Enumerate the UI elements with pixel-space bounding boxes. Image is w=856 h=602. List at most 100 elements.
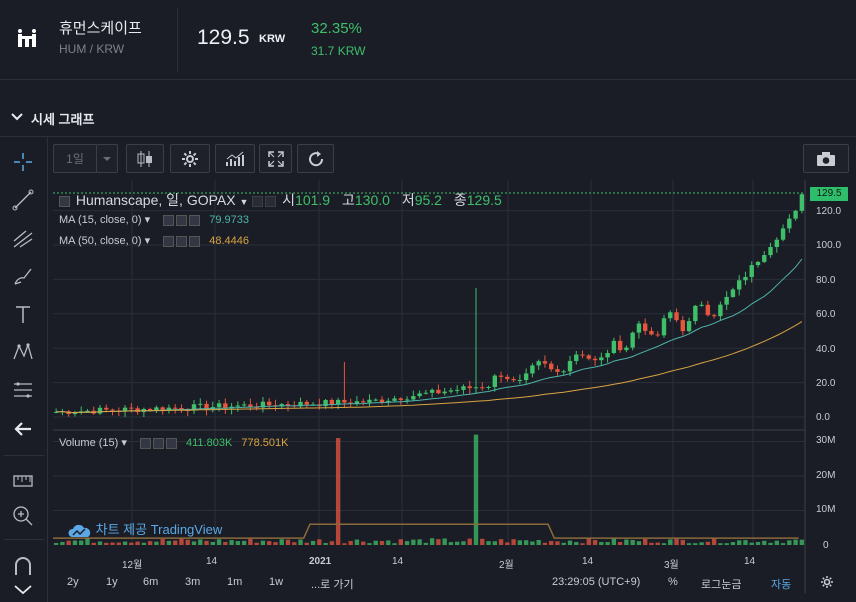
- crosshair-icon[interactable]: [8, 147, 38, 177]
- gear-small-icon[interactable]: [176, 235, 188, 247]
- chart-type-button[interactable]: [126, 144, 164, 173]
- time-axis-label: 12월: [122, 560, 143, 571]
- eye-icon[interactable]: [163, 214, 175, 226]
- candle-body: [768, 247, 773, 256]
- ma50-value: 48.4446: [209, 235, 250, 247]
- volume-bar: [60, 541, 65, 545]
- snapshot-button[interactable]: [803, 144, 849, 173]
- volume-bar: [605, 542, 610, 545]
- candle-body: [636, 323, 642, 333]
- pitchfork-icon[interactable]: [8, 223, 38, 253]
- measure-icon[interactable]: [8, 464, 38, 494]
- section-title[interactable]: 시세 그래프: [31, 112, 95, 127]
- candle-body: [624, 347, 629, 351]
- indicators-button[interactable]: [215, 144, 255, 173]
- volume-label[interactable]: Volume (15): [59, 437, 119, 449]
- close-icon[interactable]: [189, 235, 201, 247]
- candle-body: [404, 399, 410, 401]
- chevron-down-icon[interactable]: [8, 575, 38, 602]
- candle-body: [329, 400, 335, 405]
- volume-bar: [599, 541, 604, 545]
- pattern-icon[interactable]: [8, 337, 38, 367]
- volume-bar: [480, 538, 485, 545]
- volume-bar: [66, 540, 71, 545]
- fullscreen-button[interactable]: [259, 144, 292, 173]
- fullscreen-icon: [267, 150, 284, 167]
- trend-line-icon[interactable]: [8, 185, 38, 215]
- candle-body: [429, 389, 435, 393]
- caret-down-icon: [103, 156, 111, 161]
- candle-body: [267, 401, 272, 406]
- fib-levels-icon[interactable]: [8, 375, 38, 405]
- volume-bar: [248, 538, 253, 545]
- range-1w[interactable]: 1w: [269, 576, 284, 588]
- candle-body: [417, 393, 422, 397]
- close-icon[interactable]: [189, 214, 201, 226]
- text-icon[interactable]: [8, 299, 38, 329]
- volume-bar: [110, 542, 115, 545]
- volume-bars: [53, 434, 805, 545]
- candle-body: [392, 398, 397, 401]
- settings-button[interactable]: [170, 144, 210, 173]
- volume-bar: [737, 540, 742, 545]
- candle-body: [129, 407, 134, 409]
- gear-small-icon[interactable]: [176, 214, 188, 226]
- log-scale-toggle[interactable]: 로그눈금: [701, 579, 742, 591]
- gear-small-icon[interactable]: [152, 437, 164, 449]
- volume-bar: [147, 541, 153, 545]
- symbol-title[interactable]: Humanscape, 일, GOPAX: [75, 192, 236, 208]
- low-label: 저: [401, 192, 415, 208]
- auto-scale-toggle[interactable]: 자동: [771, 579, 792, 591]
- gear-icon[interactable]: [820, 575, 834, 589]
- eye-icon[interactable]: [252, 195, 264, 207]
- arrow-left-icon[interactable]: [8, 414, 38, 444]
- magnet-icon[interactable]: [8, 551, 38, 581]
- ma15-label[interactable]: MA (15, close, 0): [59, 214, 142, 226]
- candle-body: [705, 304, 711, 316]
- zoom-in-icon[interactable]: [8, 501, 38, 531]
- percent-scale-toggle[interactable]: %: [668, 576, 678, 588]
- candle-body: [223, 403, 228, 409]
- range-6m[interactable]: 6m: [143, 576, 159, 588]
- volume-bar: [743, 540, 748, 545]
- brush-icon[interactable]: [8, 261, 38, 291]
- candle-body: [461, 386, 466, 390]
- symbol-caret-icon[interactable]: ▼: [239, 197, 249, 207]
- range-1y[interactable]: 1y: [106, 576, 118, 588]
- volume-ma-line: [53, 523, 799, 539]
- volume-bar: [668, 539, 673, 545]
- ma50-label[interactable]: MA (50, close, 0): [59, 235, 142, 247]
- eye-icon[interactable]: [163, 235, 175, 247]
- range-2y[interactable]: 2y: [67, 576, 79, 588]
- range-3m[interactable]: 3m: [185, 576, 201, 588]
- gear-small-icon[interactable]: [265, 195, 277, 207]
- candle-body: [492, 375, 497, 387]
- candle-body: [147, 408, 153, 411]
- price-chart[interactable]: [53, 180, 850, 593]
- candle-body: [536, 361, 541, 366]
- candle-body: [505, 376, 510, 379]
- tradingview-watermark[interactable]: 차트 제공 TradingView: [68, 519, 222, 538]
- volume-bar: [335, 438, 341, 545]
- volume-bar: [768, 542, 773, 545]
- interval-dropdown-button[interactable]: [96, 144, 118, 173]
- refresh-button[interactable]: [297, 144, 334, 173]
- goto-date-button[interactable]: ...로 가기: [311, 579, 354, 591]
- chevron-down-icon[interactable]: [11, 112, 23, 122]
- volume-axis-label: 0: [823, 540, 829, 551]
- volume-bar: [154, 541, 159, 545]
- collapse-legend-icon[interactable]: [59, 195, 70, 207]
- volume-bar: [285, 539, 291, 545]
- section-divider: [0, 136, 856, 137]
- price-axis-label: 100.0: [816, 240, 842, 251]
- volume-bar: [354, 539, 360, 545]
- close-icon[interactable]: [165, 437, 177, 449]
- interval-select[interactable]: 1일: [53, 144, 97, 173]
- low-value: 95.2: [414, 192, 442, 208]
- eye-icon[interactable]: [139, 437, 151, 449]
- volume-bar: [304, 542, 309, 545]
- volume-bar: [780, 543, 786, 545]
- volume-axis-label: 10M: [816, 504, 836, 515]
- candle-body: [448, 390, 454, 392]
- range-1m[interactable]: 1m: [227, 576, 243, 588]
